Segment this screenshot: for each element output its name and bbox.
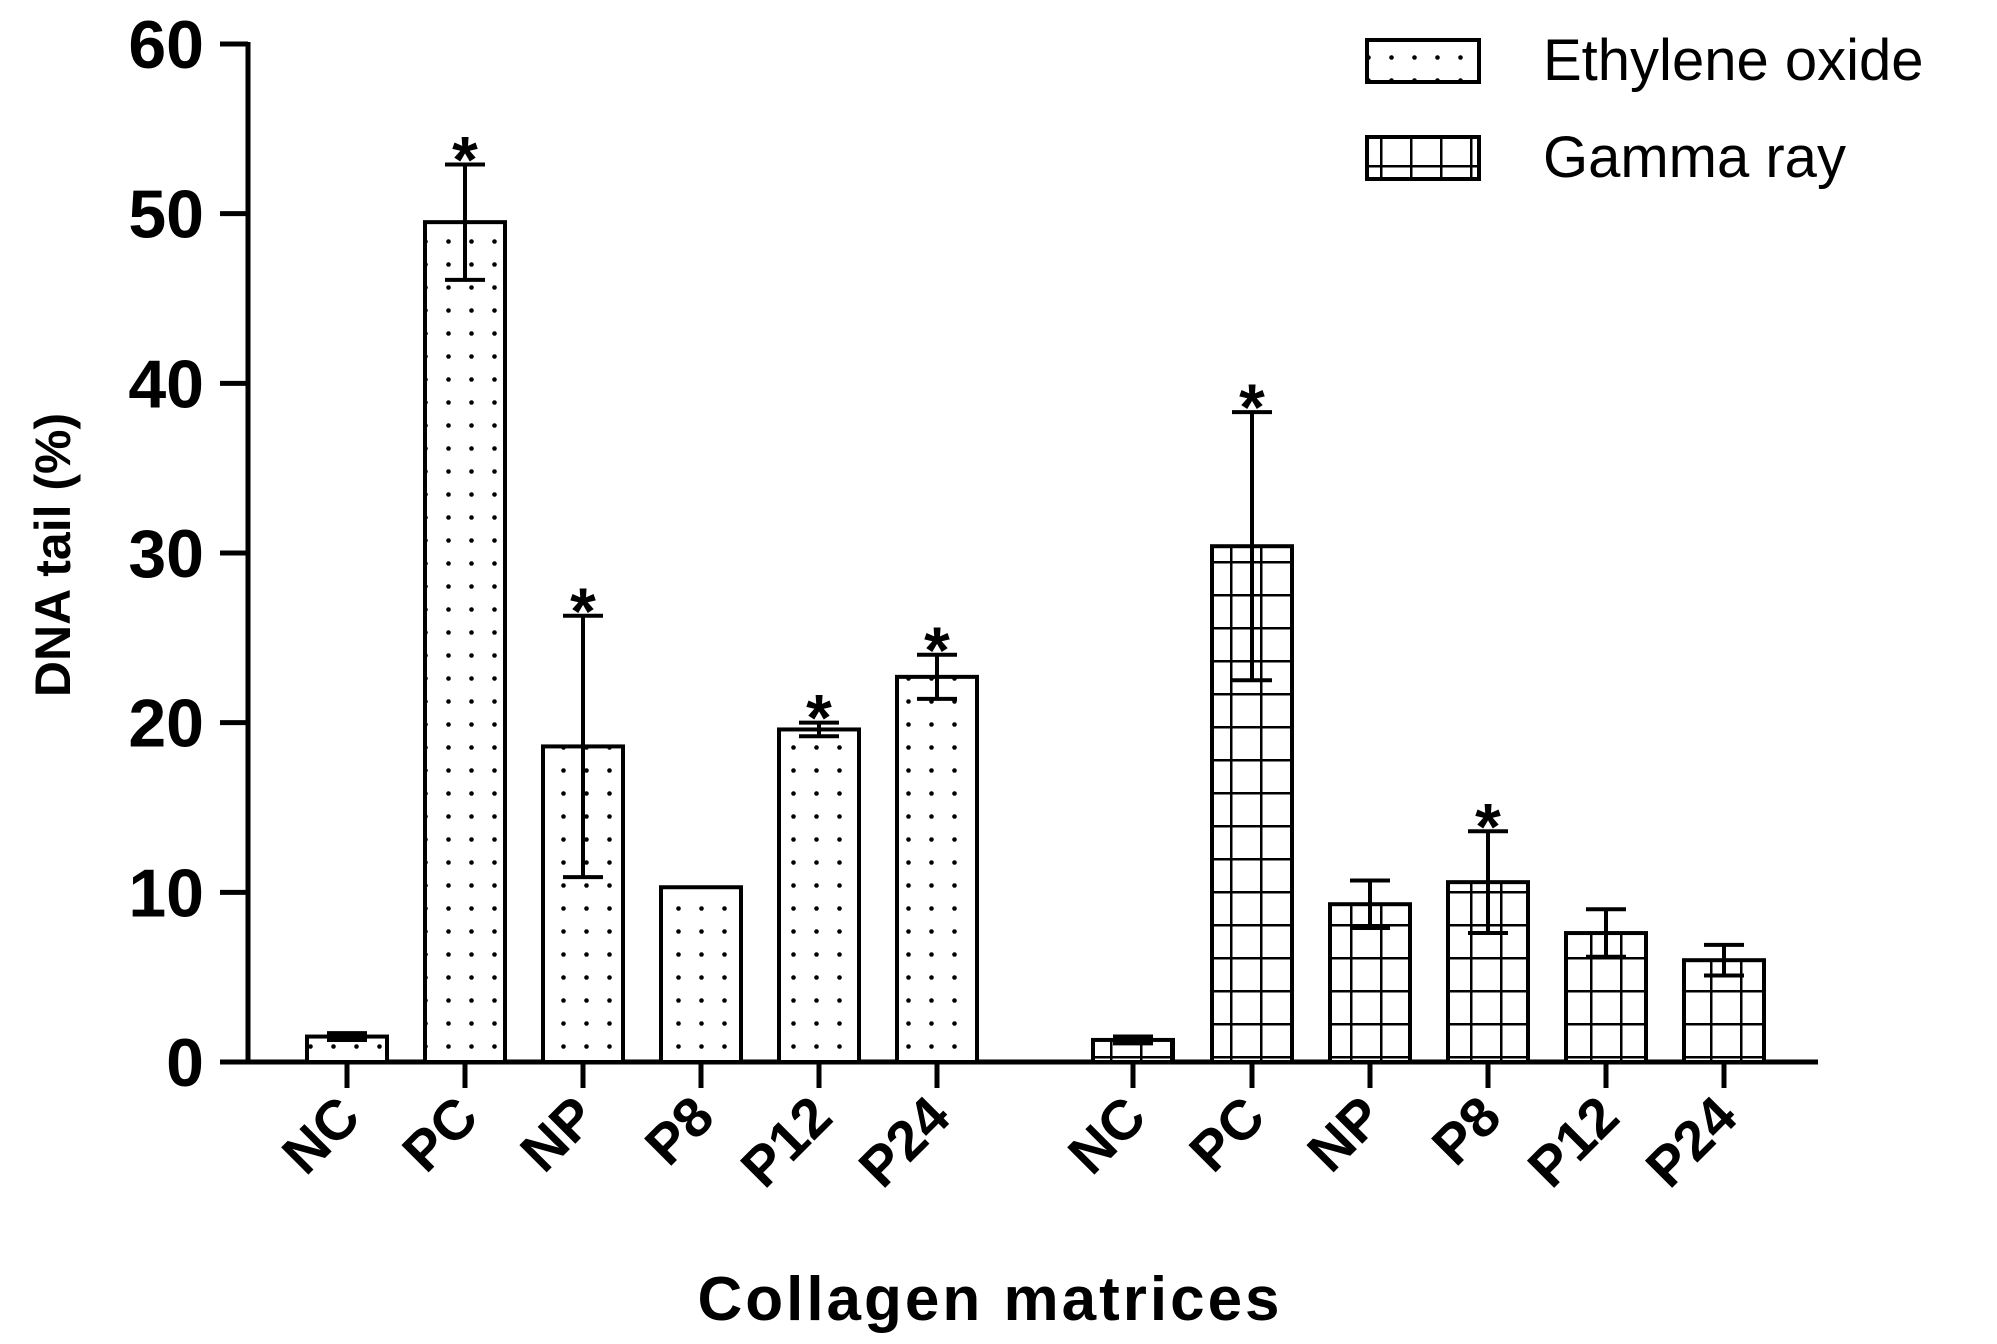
x-tick-label-nc: NC bbox=[270, 1084, 372, 1186]
legend: Ethylene oxide Gamma ray bbox=[1365, 28, 1923, 190]
x-tick-label-p12: P12 bbox=[1515, 1084, 1630, 1199]
error-bars bbox=[327, 162, 1744, 1046]
bars bbox=[305, 220, 1766, 1065]
error-bar bbox=[1232, 410, 1272, 683]
significance-star: * bbox=[452, 122, 478, 196]
y-tick-label: 60 bbox=[128, 7, 204, 83]
bar-p8-ethylene-oxide bbox=[659, 885, 743, 1065]
error-bar bbox=[563, 613, 603, 880]
bar-np-gamma-ray bbox=[1328, 902, 1412, 1065]
x-tick-label-p24: P24 bbox=[1633, 1084, 1748, 1199]
x-tick-label-p8: P8 bbox=[633, 1084, 726, 1177]
error-bar bbox=[1468, 829, 1508, 936]
error-bar bbox=[799, 720, 839, 739]
axes: 0 10 20 30 40 50 60 bbox=[128, 7, 1818, 1101]
y-axis-title: DNA tail (%) bbox=[25, 413, 81, 697]
error-bar bbox=[327, 1031, 367, 1042]
significance-star: * bbox=[924, 613, 950, 687]
x-tick-label-pc: PC bbox=[1177, 1084, 1277, 1184]
y-tick-label: 20 bbox=[128, 686, 204, 762]
y-tick-label: 10 bbox=[128, 855, 204, 931]
legend-label-ethylene-oxide: Ethylene oxide bbox=[1543, 28, 1923, 93]
x-tick-label-pc: PC bbox=[390, 1084, 490, 1184]
legend-label-gamma-ray: Gamma ray bbox=[1543, 125, 1846, 190]
x-tick-label-np: NP bbox=[1295, 1084, 1395, 1184]
y-tick-label: 40 bbox=[128, 346, 204, 422]
significance-star: * bbox=[570, 574, 596, 648]
error-bar bbox=[1704, 942, 1744, 978]
significance-markers: * * * * * * bbox=[452, 122, 1501, 863]
legend-swatch-gamma-ray bbox=[1365, 135, 1481, 181]
x-tick-label-p12: P12 bbox=[728, 1084, 843, 1199]
legend-swatch-ethylene-oxide bbox=[1365, 38, 1481, 84]
y-tick-label: 30 bbox=[128, 516, 204, 592]
y-tick-label: 0 bbox=[166, 1025, 204, 1101]
x-tick-label-p24: P24 bbox=[846, 1084, 961, 1199]
x-tick-label-np: NP bbox=[508, 1084, 608, 1184]
significance-star: * bbox=[806, 681, 832, 755]
category-labels: NC PC NP P8 P12 P24 NC PC NP P8 P12 P24 bbox=[270, 1084, 1749, 1199]
x-tick-label-nc: NC bbox=[1056, 1084, 1158, 1186]
significance-star: * bbox=[1239, 370, 1265, 444]
error-bar bbox=[445, 162, 485, 282]
error-bar bbox=[917, 652, 957, 701]
bar-pc-ethylene-oxide bbox=[423, 220, 507, 1064]
x-tick-label-p8: P8 bbox=[1420, 1084, 1513, 1177]
error-bar bbox=[1586, 907, 1626, 959]
error-bar bbox=[1113, 1034, 1153, 1046]
bar-p12-ethylene-oxide bbox=[777, 727, 861, 1064]
bar-p24-ethylene-oxide bbox=[895, 674, 979, 1065]
y-tick-label: 50 bbox=[128, 177, 204, 253]
error-bar bbox=[1350, 878, 1390, 930]
x-axis-title: Collagen matrices bbox=[697, 1265, 1282, 1334]
significance-star: * bbox=[1475, 789, 1501, 863]
